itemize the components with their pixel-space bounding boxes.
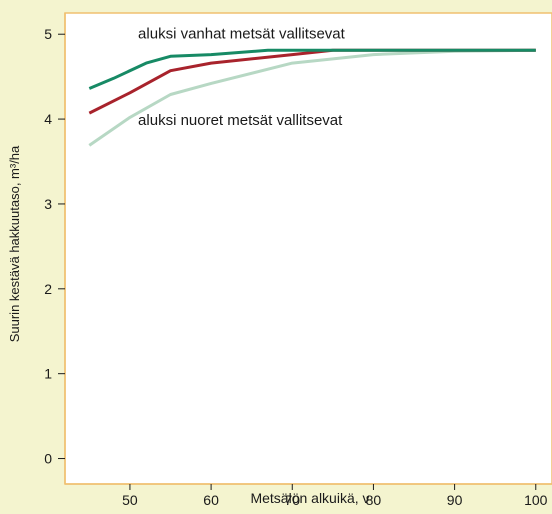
x-tick-label: 90 — [447, 492, 463, 508]
x-axis-ticks: 50 60 70 80 90 100 — [122, 484, 548, 508]
x-tick-label: 70 — [284, 492, 300, 508]
y-tick-label: 2 — [44, 281, 52, 297]
annotations: aluksi vanhat metsät vallitsevat aluksi n… — [138, 25, 346, 129]
y-tick-label: 1 — [44, 366, 52, 382]
series-annotation: aluksi nuoret metsät vallitsevat — [138, 112, 343, 129]
x-tick-label: 60 — [203, 492, 219, 508]
y-axis-label: Suurin kestävä hakkuutaso, m³/ha — [7, 145, 22, 342]
y-tick-label: 0 — [44, 451, 52, 467]
plot-area — [64, 12, 552, 485]
series-layer — [88, 48, 536, 147]
y-tick-label: 5 — [44, 26, 52, 42]
y-tick-label: 3 — [44, 196, 52, 212]
x-tick-label: 50 — [122, 492, 138, 508]
x-axis-label: Metsälön alkuikä, v — [250, 490, 369, 506]
y-axis-ticks: 0 1 2 3 4 5 — [44, 26, 65, 467]
x-tick-label: 80 — [366, 492, 382, 508]
series-annotation: aluksi vanhat metsät vallitsevat — [138, 25, 346, 42]
series-line — [88, 48, 536, 90]
y-tick-label: 4 — [44, 111, 52, 127]
x-tick-label: 100 — [524, 492, 548, 508]
